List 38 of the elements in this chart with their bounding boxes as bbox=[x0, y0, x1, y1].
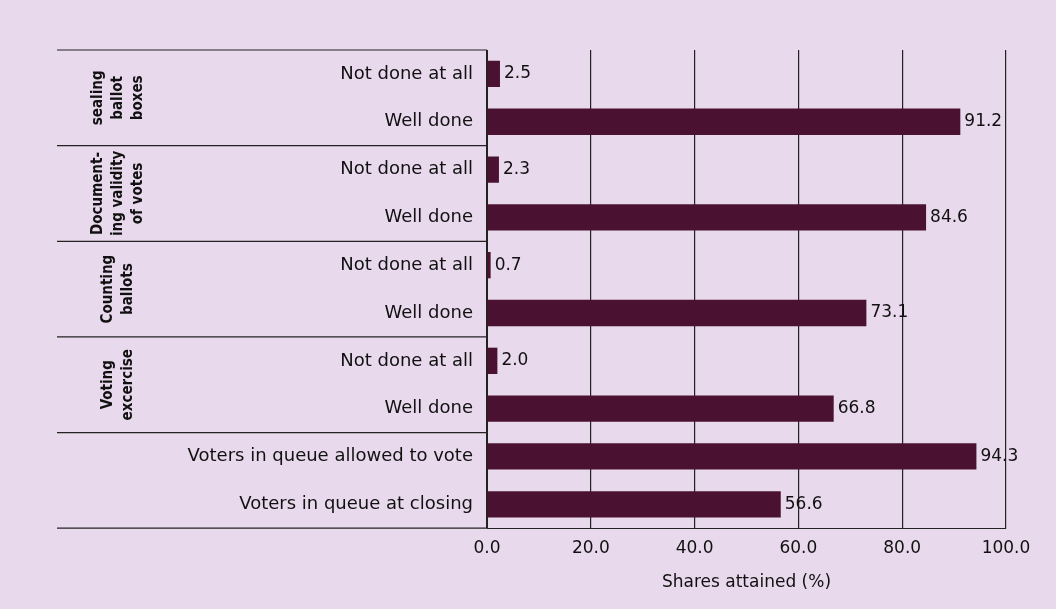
bar bbox=[487, 108, 961, 135]
bar bbox=[487, 252, 491, 279]
y-tick-label: Well done bbox=[384, 109, 473, 131]
data-label: 91.2 bbox=[964, 110, 1003, 131]
x-axis-title: Shares attained (%) bbox=[661, 571, 832, 592]
bar bbox=[487, 299, 867, 327]
bar bbox=[487, 395, 834, 422]
y-tick-label: Not done at all bbox=[340, 157, 473, 179]
y-tick-label: Voters in queue at closing bbox=[239, 491, 473, 513]
text: sealing ballot boxes bbox=[87, 70, 146, 126]
y-tick-label: Well done bbox=[384, 300, 473, 322]
y-tick-label: Well done bbox=[384, 205, 473, 227]
x-tick-label: 80.0 bbox=[883, 536, 922, 557]
bar bbox=[487, 347, 498, 374]
data-label: 2.0 bbox=[501, 349, 529, 370]
bar bbox=[487, 60, 500, 88]
data-label: 2.5 bbox=[503, 62, 532, 83]
bar bbox=[487, 156, 499, 183]
data-label: 0.7 bbox=[494, 253, 522, 274]
x-tick-label: 40.0 bbox=[675, 536, 714, 557]
bar bbox=[487, 443, 977, 470]
x-tick-label: 0.0 bbox=[473, 536, 501, 557]
y-tick-label: Not done at all bbox=[340, 348, 473, 370]
data-label: 84.6 bbox=[930, 205, 968, 226]
y-tick-label: Not done at all bbox=[340, 61, 473, 83]
bar bbox=[487, 204, 927, 231]
y-tick-label: Voters in queue allowed to vote bbox=[187, 444, 473, 466]
text: Counting ballots bbox=[97, 254, 136, 324]
data-label: 66.8 bbox=[837, 397, 876, 418]
data-label: 2.3 bbox=[502, 157, 530, 178]
x-tick-label: 20.0 bbox=[571, 536, 610, 557]
y-tick-label: Not done at all bbox=[340, 252, 473, 274]
text: Voting excercise bbox=[97, 349, 136, 421]
x-tick-label: 100.0 bbox=[981, 536, 1031, 557]
bar bbox=[487, 491, 781, 518]
text: Document- ing validity of votes bbox=[87, 150, 146, 237]
y-tick-label: Well done bbox=[384, 396, 473, 418]
x-tick-label: 60.0 bbox=[779, 536, 818, 557]
